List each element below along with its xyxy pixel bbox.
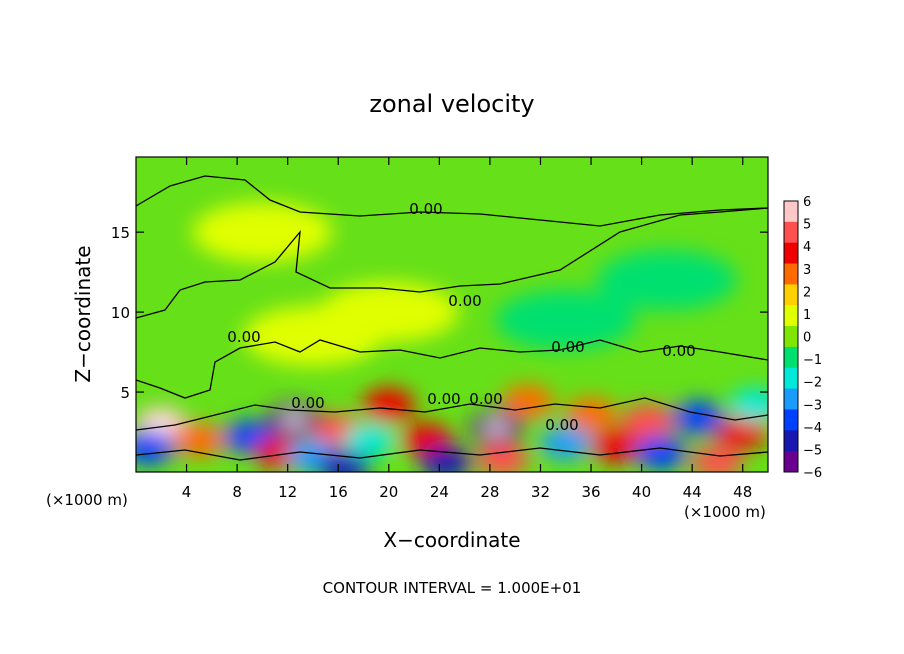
x-unit-label-right: (×1000 m) bbox=[684, 503, 766, 521]
x-tick-label: 4 bbox=[182, 483, 192, 501]
colorbar-label: −3 bbox=[803, 398, 822, 413]
colorbar-segment bbox=[784, 409, 798, 431]
colorbar-label: −6 bbox=[803, 466, 822, 481]
x-tick-label: 48 bbox=[733, 483, 752, 501]
colorbar-segment bbox=[784, 367, 798, 390]
field-feature bbox=[476, 442, 529, 472]
field-feature-core bbox=[284, 413, 304, 426]
field-feature bbox=[634, 435, 687, 470]
contour-labels: 0.00 0.00 0.00 0.00 0.00 0.00 0.00 0.00 0.00 bbox=[227, 200, 695, 434]
colorbar-label: 4 bbox=[803, 240, 811, 255]
field-feature bbox=[539, 426, 592, 461]
contour-interval-note: CONTOUR INTERVAL = 1.000E+01 bbox=[323, 579, 582, 597]
x-tick-label: 32 bbox=[531, 483, 550, 501]
colorbar-segment bbox=[784, 305, 798, 327]
field-feature bbox=[242, 306, 383, 367]
colorbar-segment bbox=[784, 284, 798, 306]
x-unit-label: (×1000 m) bbox=[46, 491, 128, 509]
colorbar-segment bbox=[784, 242, 798, 265]
colorbar-label: 0 bbox=[803, 331, 811, 346]
contour-label: 0.00 bbox=[227, 328, 260, 346]
colorbar-segment bbox=[784, 346, 798, 369]
colorbar-label: −4 bbox=[803, 421, 822, 436]
contour-label: 0.00 bbox=[662, 342, 695, 360]
field-feature bbox=[621, 403, 674, 438]
colorbar-segment bbox=[784, 451, 798, 473]
colorbar-segment bbox=[784, 201, 798, 223]
field-feature bbox=[419, 445, 472, 472]
field-feature bbox=[362, 387, 415, 422]
x-tick-label: 16 bbox=[329, 483, 348, 501]
zero-contour-upper bbox=[136, 175, 768, 227]
x-tick-label: 40 bbox=[632, 483, 651, 501]
contour-label: 0.00 bbox=[448, 292, 481, 310]
colorbar-label: 3 bbox=[803, 263, 811, 278]
field-feature bbox=[716, 415, 768, 450]
contour-label: 0.00 bbox=[469, 390, 502, 408]
x-tick-label: 20 bbox=[379, 483, 398, 501]
colorbar-segment bbox=[784, 430, 798, 452]
contour-label: 0.00 bbox=[427, 390, 460, 408]
field-feature bbox=[495, 290, 636, 351]
colorbar-segment bbox=[784, 263, 798, 285]
y-axis-label: Z−coordinate bbox=[71, 245, 95, 382]
colorbar-segment bbox=[784, 221, 798, 244]
x-tick-label: 28 bbox=[480, 483, 499, 501]
chart-title: zonal velocity bbox=[369, 90, 534, 118]
colorbar-label: 6 bbox=[803, 195, 811, 210]
x-axis-label: X−coordinate bbox=[383, 528, 520, 552]
zero-contours bbox=[136, 175, 768, 461]
contour-label: 0.00 bbox=[409, 200, 442, 218]
field-feature bbox=[343, 423, 396, 458]
zero-contour-near-ground bbox=[136, 397, 768, 431]
colorbar-label: 1 bbox=[803, 308, 811, 323]
zero-contour-lower bbox=[136, 339, 768, 399]
y-tick-label: 5 bbox=[120, 384, 130, 402]
y-tick-label: 15 bbox=[111, 224, 130, 242]
field-feature bbox=[672, 400, 725, 435]
x-tick-label: 12 bbox=[278, 483, 297, 501]
x-tick-label: 24 bbox=[430, 483, 449, 501]
contour-label: 0.00 bbox=[551, 338, 584, 356]
field-feature bbox=[729, 387, 768, 422]
colorbar-segment bbox=[784, 388, 798, 410]
zero-contour-mid bbox=[136, 207, 768, 319]
field-feature bbox=[691, 445, 744, 472]
field-feature bbox=[136, 431, 175, 466]
x-tick-label: 44 bbox=[683, 483, 702, 501]
x-axis: 4 8 12 16 20 24 28 32 36 40 44 48 bbox=[182, 157, 752, 501]
field-feature-core bbox=[486, 421, 507, 434]
x-tick-label: 8 bbox=[232, 483, 242, 501]
colorbar-label: −2 bbox=[803, 376, 822, 391]
colorbar-label: −5 bbox=[803, 443, 822, 458]
field-feature bbox=[501, 384, 554, 419]
contour-label: 0.00 bbox=[545, 416, 578, 434]
field-feature bbox=[596, 250, 737, 311]
y-tick-label: 10 bbox=[111, 304, 130, 322]
field-feature bbox=[173, 423, 226, 458]
colorbar-label: 5 bbox=[803, 218, 811, 233]
colorbar-label: −1 bbox=[803, 353, 822, 368]
plot-frame bbox=[135, 156, 769, 473]
zero-contour-ground bbox=[136, 447, 768, 461]
x-tick-label: 36 bbox=[581, 483, 600, 501]
colorbar-segment bbox=[784, 326, 798, 348]
colorbar-label: 2 bbox=[803, 285, 811, 300]
plot-area bbox=[136, 157, 768, 472]
contour-label: 0.00 bbox=[291, 394, 324, 412]
field-features bbox=[136, 202, 768, 472]
field-feature bbox=[192, 202, 333, 263]
y-axis: 5 10 15 bbox=[111, 224, 768, 402]
colorbar-frame bbox=[783, 200, 799, 473]
colorbar: 6 5 4 3 2 1 0 −1 −2 −3 −4 −5 −6 bbox=[783, 195, 822, 481]
